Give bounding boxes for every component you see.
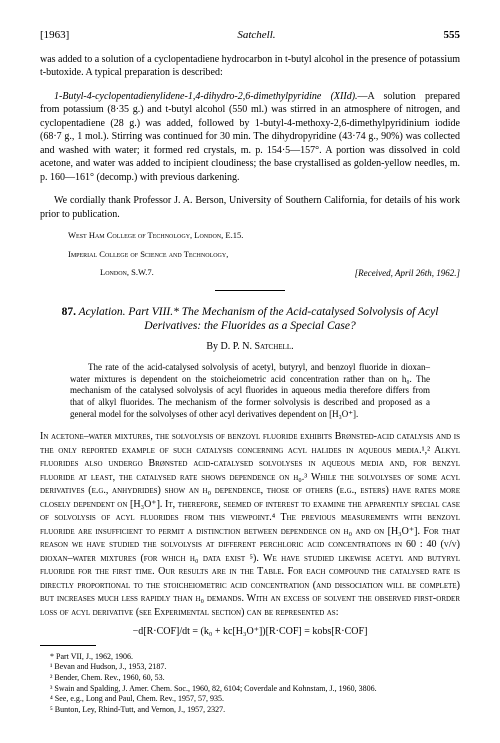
footnote-rule bbox=[40, 645, 96, 646]
by-label: By bbox=[206, 341, 218, 352]
article-number: 87. bbox=[62, 306, 76, 318]
article-title: 87. Acylation. Part VIII.* The Mechanism… bbox=[60, 305, 440, 335]
title-text: Acylation. Part VIII.* The Mechanism of … bbox=[79, 306, 439, 333]
footnote-1: ¹ Bevan and Hudson, J., 1953, 2187. bbox=[40, 662, 460, 672]
footnote-star: * Part VII, J., 1962, 1906. bbox=[40, 652, 460, 662]
body-paragraph: In acetone–water mixtures, the solvolysi… bbox=[40, 430, 460, 619]
author-name: D. P. N. Satchell. bbox=[221, 341, 294, 352]
page-header: [1963] Satchell. 555 bbox=[40, 28, 460, 43]
footnote-3: ³ Swain and Spalding, J. Amer. Chem. Soc… bbox=[40, 684, 460, 694]
acknowledgement: We cordially thank Professor J. A. Berso… bbox=[40, 194, 460, 221]
page-number: 555 bbox=[443, 28, 460, 43]
affiliation-line-2: Imperial College of Science and Technolo… bbox=[40, 249, 460, 259]
footnote-2: ² Bender, Chem. Rev., 1960, 60, 53. bbox=[40, 673, 460, 683]
running-head: Satchell. bbox=[237, 28, 275, 43]
section-divider bbox=[215, 290, 285, 291]
footnotes: * Part VII, J., 1962, 1906. ¹ Bevan and … bbox=[40, 652, 460, 715]
author-line: By D. P. N. Satchell. bbox=[40, 340, 460, 354]
affiliation-line-1: West Ham College of Technology, London, … bbox=[40, 230, 460, 240]
body-text: In acetone–water mixtures, the solvolysi… bbox=[40, 431, 460, 618]
abstract: The rate of the acid-catalysed solvolysi… bbox=[70, 362, 430, 420]
continuation-text: was added to a solution of a cyclopentad… bbox=[40, 53, 460, 80]
prep-body: —A solution prepared from potassium (8·3… bbox=[40, 91, 460, 183]
footnote-4: ⁴ See, e.g., Long and Paul, Chem. Rev., … bbox=[40, 694, 460, 704]
header-year: [1963] bbox=[40, 28, 69, 43]
footnote-5: ⁵ Bunton, Ley, Rhind-Tutt, and Vernon, J… bbox=[40, 705, 460, 715]
rate-equation: −d[R·COF]/dt = (k₀ + kc[H₃O⁺])[R·COF] = … bbox=[40, 625, 460, 639]
preparation-paragraph: 1-Butyl-4-cyclopentadienylidene-1,4-dihy… bbox=[40, 90, 460, 185]
prep-compound-name: 1-Butyl-4-cyclopentadienylidene-1,4-dihy… bbox=[54, 91, 358, 102]
